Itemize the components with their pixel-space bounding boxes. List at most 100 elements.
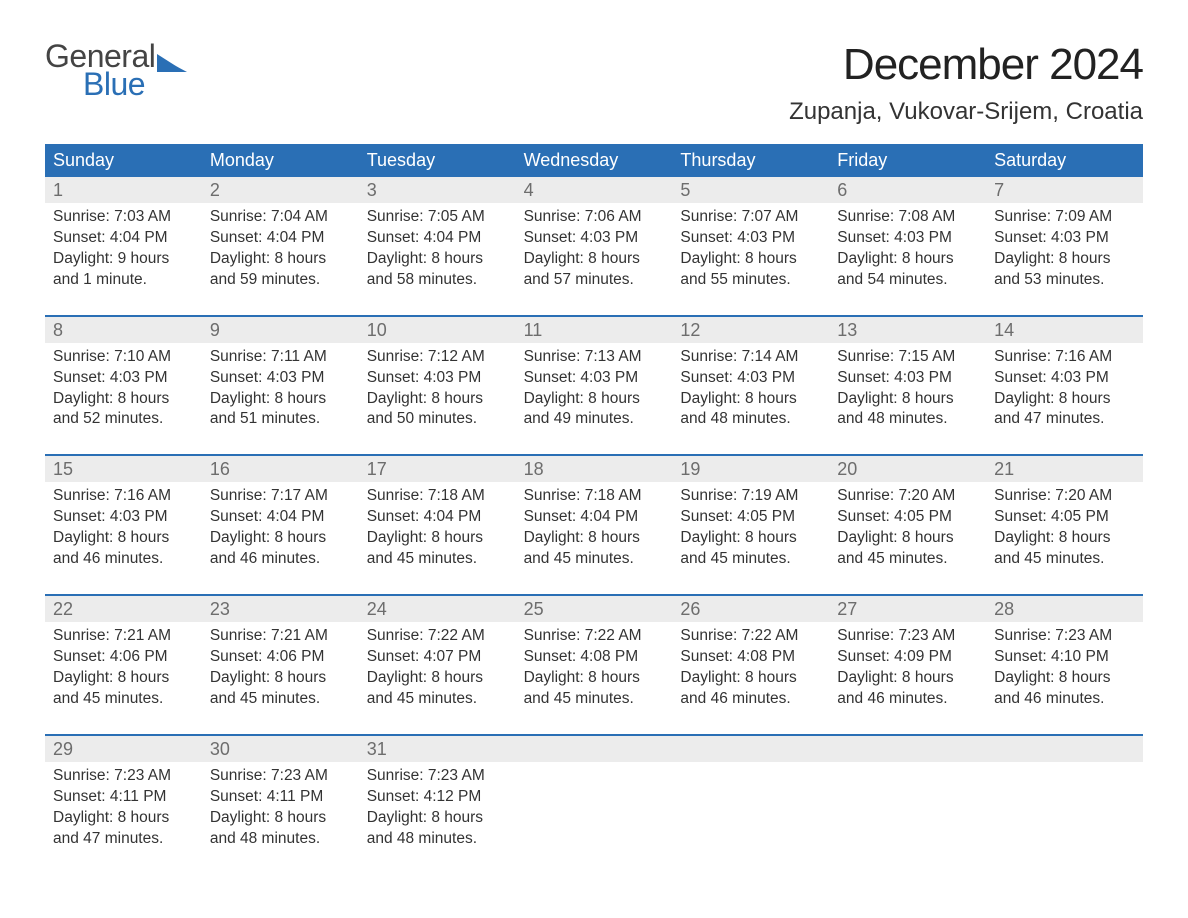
sunrise-text: Sunrise: 7:13 AM: [524, 347, 665, 368]
sunset-text: Sunset: 4:05 PM: [837, 507, 978, 528]
sunrise-text: Sunrise: 7:23 AM: [994, 626, 1135, 647]
sunset-text: Sunset: 4:03 PM: [367, 368, 508, 389]
daylight-text: Daylight: 8 hours and 54 minutes.: [837, 249, 978, 291]
sunset-text: Sunset: 4:12 PM: [367, 787, 508, 808]
sunset-text: Sunset: 4:10 PM: [994, 647, 1135, 668]
sunrise-text: Sunrise: 7:06 AM: [524, 207, 665, 228]
sunset-text: Sunset: 4:07 PM: [367, 647, 508, 668]
day-cell: Sunrise: 7:07 AMSunset: 4:03 PMDaylight:…: [672, 203, 829, 301]
daylight-text: Daylight: 8 hours and 46 minutes.: [994, 668, 1135, 710]
sunset-text: Sunset: 4:03 PM: [994, 228, 1135, 249]
day-header: Friday: [829, 144, 986, 177]
daylight-text: Daylight: 8 hours and 46 minutes.: [837, 668, 978, 710]
day-number: 27: [829, 596, 986, 622]
day-number: 23: [202, 596, 359, 622]
sunset-text: Sunset: 4:03 PM: [53, 368, 194, 389]
day-number: 13: [829, 317, 986, 343]
day-header: Monday: [202, 144, 359, 177]
day-number: 26: [672, 596, 829, 622]
day-cell: Sunrise: 7:19 AMSunset: 4:05 PMDaylight:…: [672, 482, 829, 580]
daylight-text: Daylight: 8 hours and 46 minutes.: [680, 668, 821, 710]
daylight-text: Daylight: 8 hours and 45 minutes.: [210, 668, 351, 710]
day-number: 22: [45, 596, 202, 622]
day-cell: Sunrise: 7:20 AMSunset: 4:05 PMDaylight:…: [986, 482, 1143, 580]
daylight-text: Daylight: 9 hours and 1 minute.: [53, 249, 194, 291]
sunrise-text: Sunrise: 7:07 AM: [680, 207, 821, 228]
daylight-text: Daylight: 8 hours and 47 minutes.: [994, 389, 1135, 431]
sunrise-text: Sunrise: 7:11 AM: [210, 347, 351, 368]
day-cell: Sunrise: 7:13 AMSunset: 4:03 PMDaylight:…: [516, 343, 673, 441]
sunrise-text: Sunrise: 7:05 AM: [367, 207, 508, 228]
calendar-header-row: Sunday Monday Tuesday Wednesday Thursday…: [45, 144, 1143, 177]
day-number: [829, 736, 986, 762]
daylight-text: Daylight: 8 hours and 46 minutes.: [53, 528, 194, 570]
day-cell: Sunrise: 7:09 AMSunset: 4:03 PMDaylight:…: [986, 203, 1143, 301]
sunrise-text: Sunrise: 7:20 AM: [994, 486, 1135, 507]
day-number: 18: [516, 456, 673, 482]
day-header: Sunday: [45, 144, 202, 177]
day-header: Thursday: [672, 144, 829, 177]
sunset-text: Sunset: 4:03 PM: [53, 507, 194, 528]
daylight-text: Daylight: 8 hours and 45 minutes.: [680, 528, 821, 570]
daylight-text: Daylight: 8 hours and 55 minutes.: [680, 249, 821, 291]
location-subtitle: Zupanja, Vukovar-Srijem, Croatia: [789, 98, 1143, 126]
logo: General Blue: [45, 40, 187, 100]
calendar-week: 1234567Sunrise: 7:03 AMSunset: 4:04 PMDa…: [45, 177, 1143, 301]
sunset-text: Sunset: 4:03 PM: [210, 368, 351, 389]
sunrise-text: Sunrise: 7:21 AM: [210, 626, 351, 647]
daylight-text: Daylight: 8 hours and 50 minutes.: [367, 389, 508, 431]
day-number: 5: [672, 177, 829, 203]
sunset-text: Sunset: 4:04 PM: [524, 507, 665, 528]
day-number-row: 1234567: [45, 177, 1143, 203]
day-number: 16: [202, 456, 359, 482]
day-number: 15: [45, 456, 202, 482]
sunrise-text: Sunrise: 7:18 AM: [367, 486, 508, 507]
day-number: 24: [359, 596, 516, 622]
sunrise-text: Sunrise: 7:15 AM: [837, 347, 978, 368]
day-number: [516, 736, 673, 762]
day-cell: Sunrise: 7:18 AMSunset: 4:04 PMDaylight:…: [359, 482, 516, 580]
sunset-text: Sunset: 4:05 PM: [680, 507, 821, 528]
day-number: 1: [45, 177, 202, 203]
day-cell: Sunrise: 7:06 AMSunset: 4:03 PMDaylight:…: [516, 203, 673, 301]
day-number-row: 891011121314: [45, 317, 1143, 343]
header-region: General Blue December 2024 Zupanja, Vuko…: [45, 40, 1143, 126]
day-cell: Sunrise: 7:08 AMSunset: 4:03 PMDaylight:…: [829, 203, 986, 301]
sunrise-text: Sunrise: 7:23 AM: [837, 626, 978, 647]
sunset-text: Sunset: 4:03 PM: [680, 228, 821, 249]
sunrise-text: Sunrise: 7:22 AM: [524, 626, 665, 647]
sunset-text: Sunset: 4:04 PM: [53, 228, 194, 249]
sunrise-text: Sunrise: 7:21 AM: [53, 626, 194, 647]
day-cell: Sunrise: 7:20 AMSunset: 4:05 PMDaylight:…: [829, 482, 986, 580]
day-number: [986, 736, 1143, 762]
day-number: 4: [516, 177, 673, 203]
daylight-text: Daylight: 8 hours and 45 minutes.: [994, 528, 1135, 570]
day-cell: [672, 762, 829, 860]
sunrise-text: Sunrise: 7:12 AM: [367, 347, 508, 368]
day-cell: Sunrise: 7:14 AMSunset: 4:03 PMDaylight:…: [672, 343, 829, 441]
day-cell: Sunrise: 7:23 AMSunset: 4:12 PMDaylight:…: [359, 762, 516, 860]
sunset-text: Sunset: 4:04 PM: [367, 507, 508, 528]
day-number: 7: [986, 177, 1143, 203]
day-cell: Sunrise: 7:23 AMSunset: 4:09 PMDaylight:…: [829, 622, 986, 720]
day-header: Tuesday: [359, 144, 516, 177]
day-number: 9: [202, 317, 359, 343]
day-number: 2: [202, 177, 359, 203]
calendar: Sunday Monday Tuesday Wednesday Thursday…: [45, 144, 1143, 859]
day-cell: Sunrise: 7:23 AMSunset: 4:10 PMDaylight:…: [986, 622, 1143, 720]
day-cell: Sunrise: 7:21 AMSunset: 4:06 PMDaylight:…: [45, 622, 202, 720]
daylight-text: Daylight: 8 hours and 48 minutes.: [680, 389, 821, 431]
sunrise-text: Sunrise: 7:22 AM: [680, 626, 821, 647]
calendar-week: 293031Sunrise: 7:23 AMSunset: 4:11 PMDay…: [45, 734, 1143, 860]
sunrise-text: Sunrise: 7:16 AM: [994, 347, 1135, 368]
day-cell: [829, 762, 986, 860]
daylight-text: Daylight: 8 hours and 57 minutes.: [524, 249, 665, 291]
daylight-text: Daylight: 8 hours and 46 minutes.: [210, 528, 351, 570]
daylight-text: Daylight: 8 hours and 45 minutes.: [367, 528, 508, 570]
day-number-row: 15161718192021: [45, 456, 1143, 482]
sunrise-text: Sunrise: 7:10 AM: [53, 347, 194, 368]
daylight-text: Daylight: 8 hours and 45 minutes.: [524, 668, 665, 710]
daylight-text: Daylight: 8 hours and 48 minutes.: [210, 808, 351, 850]
daylight-text: Daylight: 8 hours and 53 minutes.: [994, 249, 1135, 291]
sunrise-text: Sunrise: 7:20 AM: [837, 486, 978, 507]
